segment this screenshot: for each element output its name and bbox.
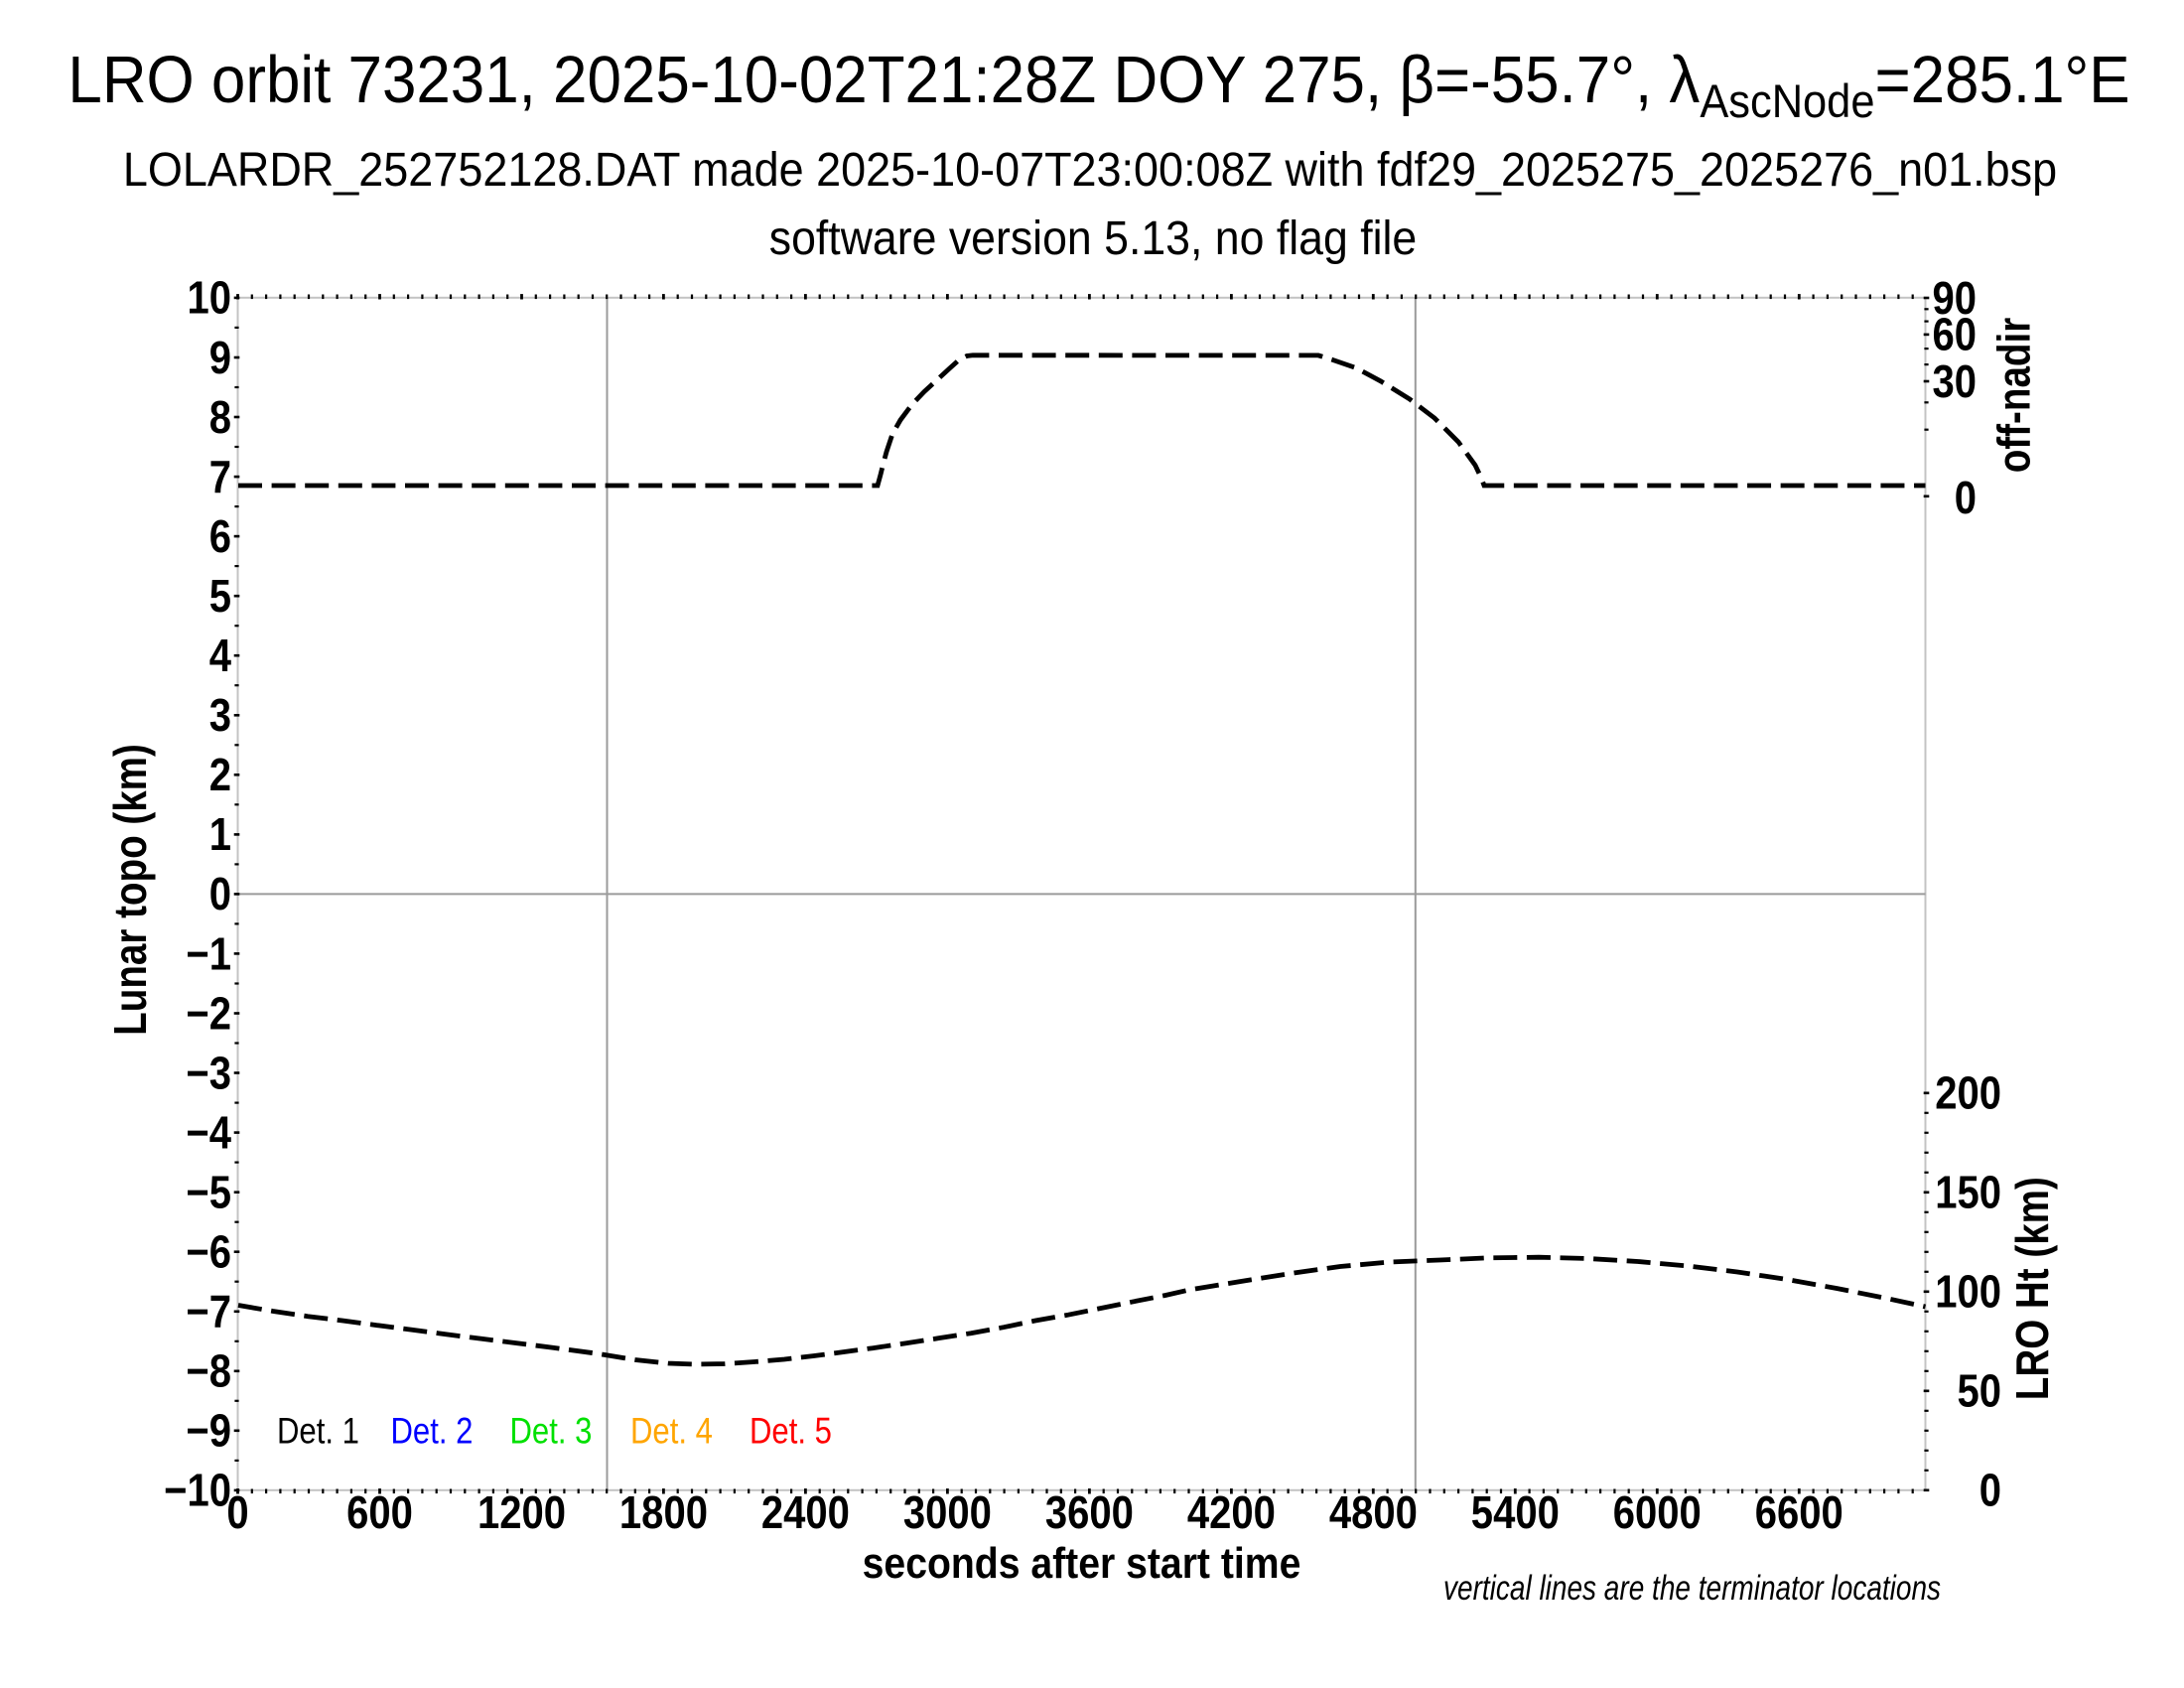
svg-text:9: 9 <box>209 333 231 383</box>
svg-text:Det. 4: Det. 4 <box>630 1411 713 1452</box>
svg-text:200: 200 <box>1935 1068 2001 1119</box>
svg-text:600: 600 <box>346 1488 413 1539</box>
svg-text:0: 0 <box>1979 1466 2001 1516</box>
svg-text:Lunar topo (km): Lunar topo (km) <box>105 744 157 1036</box>
svg-text:−9: −9 <box>186 1406 231 1457</box>
svg-text:−3: −3 <box>186 1049 231 1099</box>
svg-text:software version 5.13, no flag: software version 5.13, no flag file <box>769 211 1418 265</box>
svg-text:off-nadir: off-nadir <box>1988 318 2040 473</box>
svg-text:50: 50 <box>1957 1366 2001 1417</box>
svg-text:−8: −8 <box>186 1346 231 1397</box>
svg-text:seconds after start time: seconds after start time <box>863 1538 1301 1588</box>
svg-text:100: 100 <box>1935 1267 2001 1318</box>
svg-text:0: 0 <box>226 1488 248 1539</box>
svg-text:7: 7 <box>209 452 231 502</box>
svg-text:Det. 1: Det. 1 <box>277 1411 359 1452</box>
svg-text:60: 60 <box>1932 310 1977 360</box>
svg-text:4800: 4800 <box>1329 1488 1418 1539</box>
svg-text:vertical lines are the termina: vertical lines are the terminator locati… <box>1443 1568 1941 1608</box>
svg-text:6000: 6000 <box>1613 1488 1702 1539</box>
svg-text:0: 0 <box>1955 473 1977 523</box>
svg-text:−6: −6 <box>186 1227 231 1278</box>
svg-text:3600: 3600 <box>1045 1488 1134 1539</box>
svg-text:1200: 1200 <box>478 1488 566 1539</box>
svg-text:LRO Ht (km): LRO Ht (km) <box>2007 1177 2059 1400</box>
svg-text:−4: −4 <box>186 1108 231 1159</box>
svg-text:1800: 1800 <box>619 1488 708 1539</box>
svg-text:−2: −2 <box>186 989 231 1040</box>
svg-text:Det. 2: Det. 2 <box>391 1411 474 1452</box>
svg-text:150: 150 <box>1935 1168 2001 1218</box>
svg-text:LOLARDR_252752128.DAT made 202: LOLARDR_252752128.DAT made 2025-10-07T23… <box>123 143 2057 197</box>
svg-text:−5: −5 <box>186 1168 231 1218</box>
svg-text:6: 6 <box>209 511 231 562</box>
svg-text:0: 0 <box>209 870 231 920</box>
svg-text:6600: 6600 <box>1755 1488 1843 1539</box>
svg-text:5: 5 <box>209 571 231 622</box>
svg-text:−7: −7 <box>186 1287 231 1337</box>
svg-text:2: 2 <box>209 751 231 801</box>
svg-text:Det. 5: Det. 5 <box>750 1411 832 1452</box>
svg-text:Det. 3: Det. 3 <box>510 1411 593 1452</box>
svg-text:−10: −10 <box>164 1466 231 1516</box>
svg-text:−1: −1 <box>186 929 231 980</box>
svg-text:1: 1 <box>209 810 231 861</box>
svg-text:2400: 2400 <box>761 1488 850 1539</box>
svg-text:90: 90 <box>1932 273 1977 324</box>
svg-text:30: 30 <box>1932 356 1977 407</box>
svg-text:4: 4 <box>209 631 231 681</box>
svg-text:10: 10 <box>187 273 231 324</box>
svg-text:3000: 3000 <box>903 1488 992 1539</box>
svg-text:8: 8 <box>209 392 231 443</box>
svg-text:5400: 5400 <box>1471 1488 1560 1539</box>
svg-text:3: 3 <box>209 691 231 742</box>
svg-text:4200: 4200 <box>1187 1488 1276 1539</box>
